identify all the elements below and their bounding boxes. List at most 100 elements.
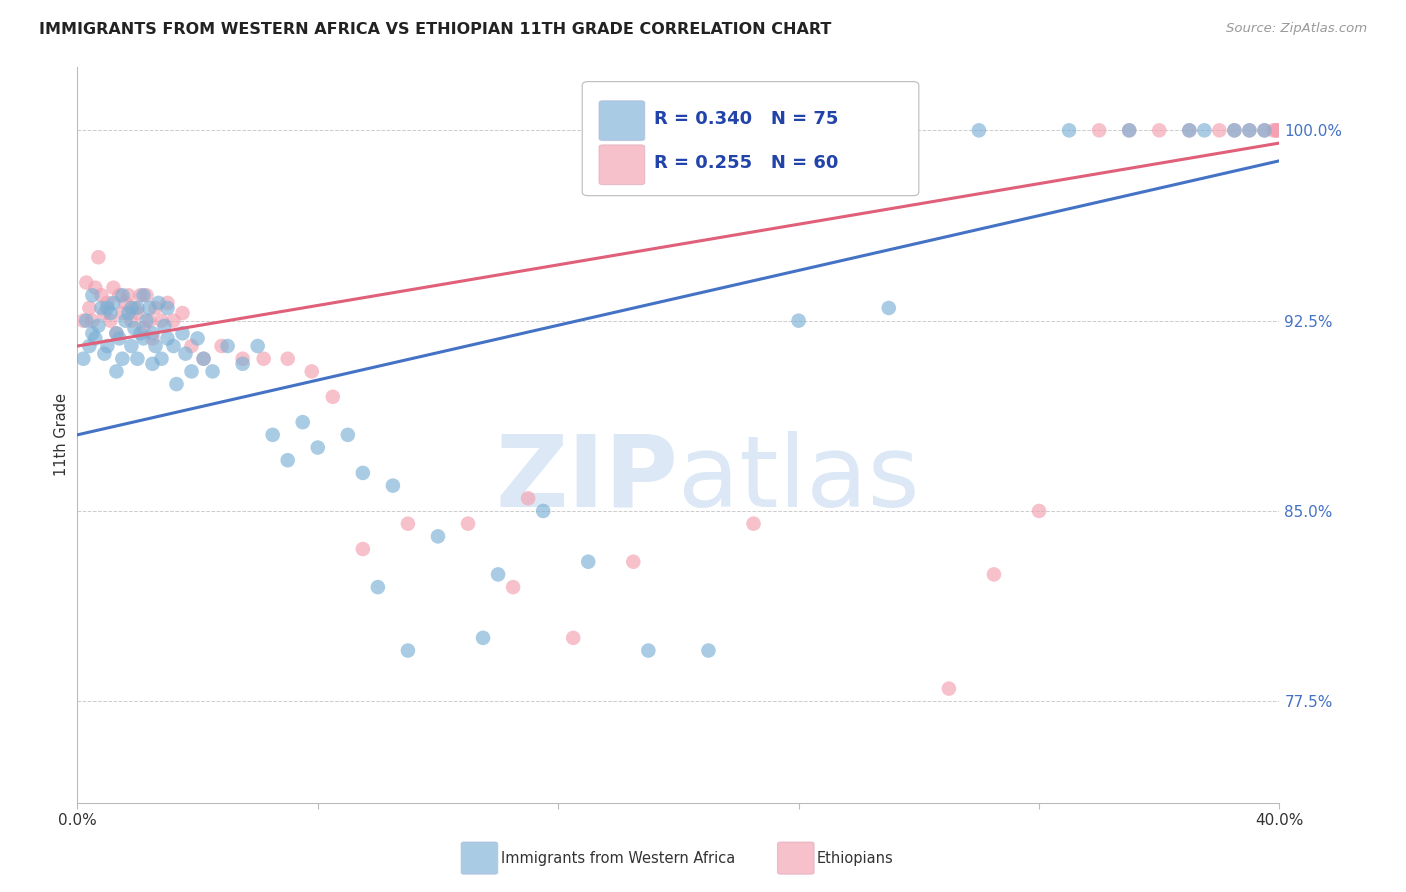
Text: IMMIGRANTS FROM WESTERN AFRICA VS ETHIOPIAN 11TH GRADE CORRELATION CHART: IMMIGRANTS FROM WESTERN AFRICA VS ETHIOP… [39, 22, 832, 37]
Point [82, 288, 104, 302]
Point [72, 313, 94, 327]
Point [1028, 504, 1050, 518]
Point [72, 351, 94, 366]
Point [1263, 123, 1285, 137]
Point [291, 415, 314, 429]
Text: Ethiopians: Ethiopians [817, 851, 894, 865]
Point [120, 301, 142, 315]
Point [132, 331, 155, 345]
Point [301, 364, 323, 378]
Point [90, 288, 112, 302]
Point [193, 351, 215, 366]
Point [162, 313, 184, 327]
Point [1178, 123, 1201, 137]
Point [135, 288, 157, 302]
Point [246, 339, 269, 353]
Point [307, 441, 329, 455]
Point [1239, 123, 1261, 137]
Point [502, 580, 524, 594]
Point [1265, 123, 1288, 137]
Point [352, 542, 374, 557]
Point [1178, 123, 1201, 137]
Point [697, 643, 720, 657]
Point [166, 377, 188, 392]
Point [172, 326, 194, 341]
Point [187, 331, 209, 345]
Point [105, 326, 128, 341]
Point [637, 643, 659, 657]
Point [148, 296, 170, 310]
Point [381, 478, 404, 492]
Point [232, 351, 254, 366]
Point [531, 504, 554, 518]
Point [84, 281, 107, 295]
Point [1118, 123, 1140, 137]
Point [156, 301, 179, 315]
Point [111, 351, 134, 366]
Point [141, 326, 163, 341]
Point [1088, 123, 1111, 137]
Point [84, 331, 107, 345]
Text: ZIP: ZIP [495, 431, 679, 527]
Point [87, 318, 110, 333]
Point [100, 306, 122, 320]
Point [108, 331, 131, 345]
Point [120, 339, 142, 353]
Point [427, 529, 450, 543]
Point [193, 351, 215, 366]
Point [336, 428, 359, 442]
Point [75, 276, 97, 290]
Point [277, 351, 299, 366]
Point [322, 390, 344, 404]
Text: atlas: atlas [679, 431, 920, 527]
Point [621, 555, 644, 569]
Point [90, 301, 112, 315]
Point [103, 281, 125, 295]
Point [162, 339, 184, 353]
Point [117, 306, 139, 320]
Text: Immigrants from Western Africa: Immigrants from Western Africa [501, 851, 735, 865]
Point [156, 331, 179, 345]
Point [1239, 123, 1261, 137]
Point [457, 516, 479, 531]
Point [367, 580, 389, 594]
Point [79, 301, 101, 315]
Point [576, 555, 599, 569]
Point [111, 288, 134, 302]
Point [100, 313, 122, 327]
Point [117, 288, 139, 302]
Point [132, 321, 155, 335]
Point [132, 288, 155, 302]
Point [79, 339, 101, 353]
Point [517, 491, 540, 506]
Point [1253, 123, 1275, 137]
FancyBboxPatch shape [599, 101, 645, 141]
Point [396, 643, 419, 657]
Point [277, 453, 299, 467]
Point [138, 301, 160, 315]
Point [1253, 123, 1275, 137]
Point [967, 123, 990, 137]
Point [108, 288, 131, 302]
Point [138, 313, 160, 327]
Point [129, 288, 152, 302]
Point [217, 339, 239, 353]
Point [1265, 123, 1288, 137]
Point [156, 296, 179, 310]
Point [787, 313, 810, 327]
Point [232, 357, 254, 371]
Point [96, 296, 118, 310]
Point [145, 339, 167, 353]
Point [352, 466, 374, 480]
Point [141, 357, 163, 371]
Point [486, 567, 509, 582]
Point [1194, 123, 1216, 137]
Point [742, 516, 765, 531]
Point [120, 313, 142, 327]
Point [1223, 123, 1246, 137]
Point [877, 301, 900, 315]
Point [111, 306, 134, 320]
Point [127, 301, 149, 315]
Point [96, 301, 118, 315]
Point [75, 313, 97, 327]
